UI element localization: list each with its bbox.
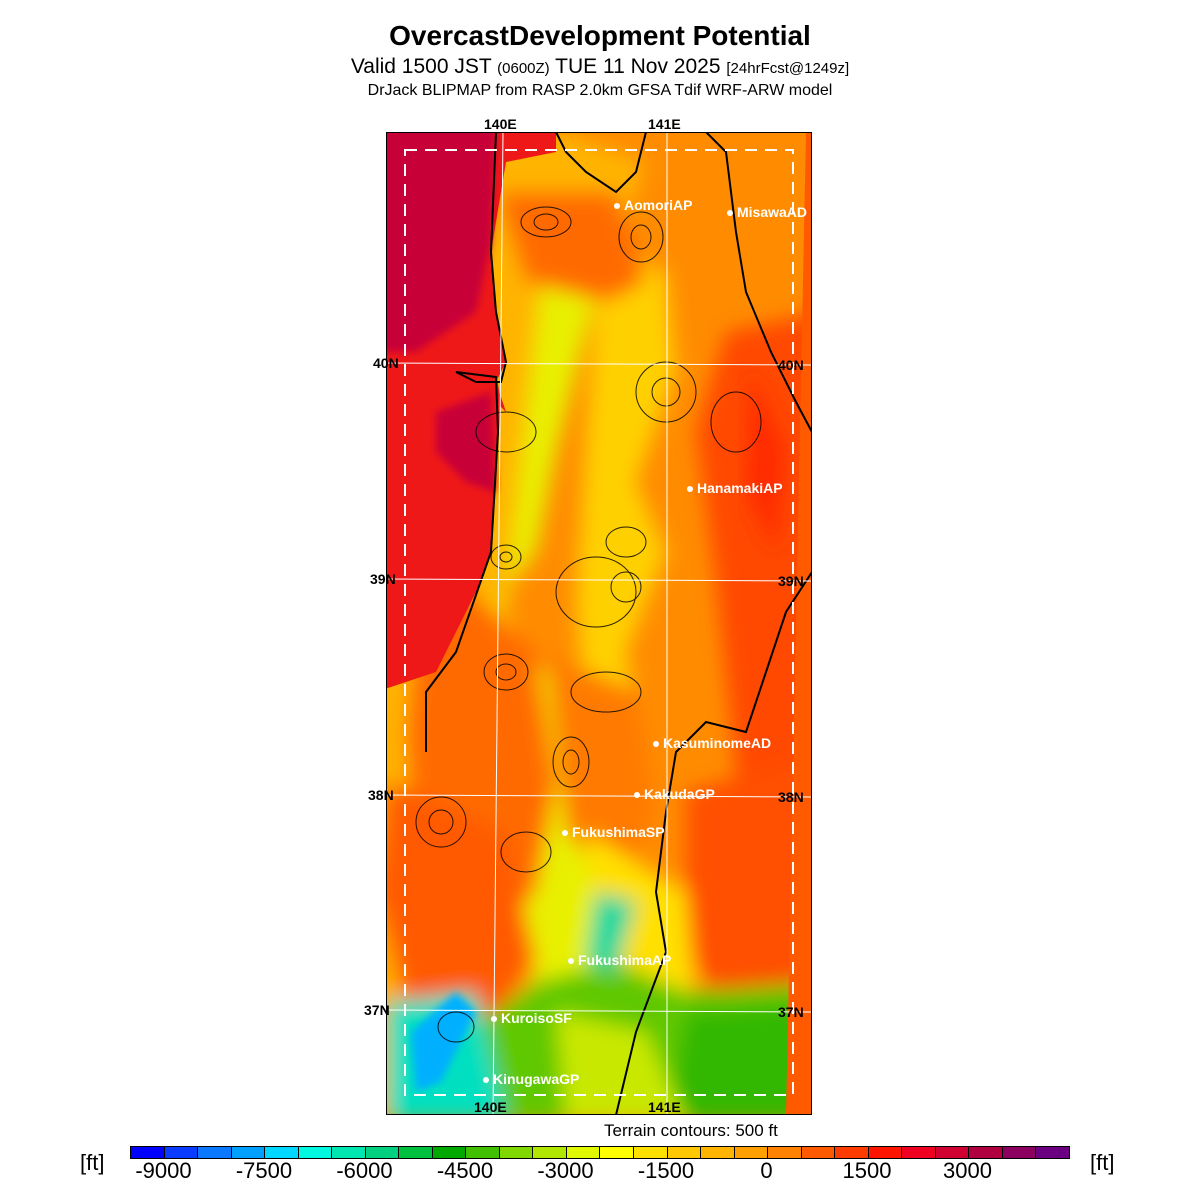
lon-label-bottom: 141E: [648, 1099, 681, 1115]
lon-label-top: 140E: [484, 116, 517, 132]
colorbar-tick-label: -7500: [235, 1158, 293, 1183]
domain-boundary: [404, 149, 794, 1096]
lat-label: 40N: [373, 355, 399, 371]
valid-utc: (0600Z): [497, 60, 550, 77]
station-aomori: AomoriAP: [614, 197, 692, 213]
colorbar-tick-label: 0: [760, 1158, 773, 1183]
station-fukushima-sp: FukushimaSP: [562, 824, 665, 840]
lat-label: 38N: [778, 789, 804, 805]
colorbar-swatch: [969, 1147, 1003, 1158]
colorbar: [130, 1146, 1070, 1159]
colorbar-tick-label: -6000: [336, 1158, 393, 1183]
colorbar-swatch: [164, 1147, 199, 1158]
station-misawa: MisawaAD: [727, 204, 807, 220]
colorbar-tick-label: -1500: [637, 1158, 695, 1183]
lon-label-bottom: 140E: [474, 1099, 507, 1115]
colorbar-swatch: [734, 1147, 769, 1158]
valid-time: Valid 1500 JST (0600Z) TUE 11 Nov 2025 […: [0, 55, 1200, 79]
colorbar-tick-label: -3000: [537, 1158, 594, 1183]
lat-label: 37N: [778, 1004, 804, 1020]
colorbar-swatch: [701, 1147, 735, 1158]
lon-label-top: 141E: [648, 116, 681, 132]
lat-label: 37N: [364, 1002, 390, 1018]
colorbar-tick-label: 1500: [842, 1158, 892, 1183]
colorbar-swatch: [801, 1147, 836, 1158]
colorbar-swatch: [298, 1147, 333, 1158]
lat-label: 39N: [778, 573, 804, 589]
station-kasuminome: KasuminomeAD: [653, 735, 771, 751]
contour-note: Terrain contours: 500 ft: [604, 1121, 778, 1140]
colorbar-swatch: [566, 1147, 601, 1158]
colorbar-swatch: [265, 1147, 299, 1158]
colorbar-swatch: [835, 1147, 869, 1158]
colorbar-swatch: [432, 1147, 467, 1158]
colorbar-swatch: [902, 1147, 936, 1158]
forecast-map: [386, 132, 812, 1115]
colorbar-swatch: [667, 1147, 702, 1158]
lat-label: 38N: [368, 787, 394, 803]
station-kuroiso: KuroisoSF: [491, 1010, 572, 1026]
colorbar-tick-label: -4500: [436, 1158, 494, 1183]
station-hanamaki: HanamakiAP: [687, 480, 783, 496]
colorbar-swatch: [231, 1147, 266, 1158]
colorbar-swatch: [399, 1147, 433, 1158]
colorbar-swatch: [1036, 1147, 1069, 1158]
colorbar-swatch: [533, 1147, 567, 1158]
map-title: OvercastDevelopment Potential: [389, 20, 811, 51]
colorbar-unit-left: [ft]: [80, 1150, 105, 1175]
terrain-contours: [415, 206, 762, 1043]
colorbar-swatch: [935, 1147, 970, 1158]
colorbar-tick-label: 3000: [943, 1158, 992, 1183]
coastline: [425, 132, 812, 1115]
station-kinugawa: KinugawaGP: [483, 1071, 579, 1087]
colorbar-swatch: [365, 1147, 400, 1158]
colorbar-swatch: [466, 1147, 500, 1158]
colorbar-unit-right: [ft]: [1090, 1150, 1115, 1175]
lat-lon-grid: [386, 132, 812, 1115]
valid-date: TUE 11 Nov 2025: [555, 55, 721, 78]
colorbar-swatch: [868, 1147, 903, 1158]
station-fukushima-ap: FukushimaAP: [568, 952, 671, 968]
colorbar-tick-label: -9000: [135, 1158, 192, 1183]
forecast-info: [24hrFcst@1249z]: [726, 60, 850, 77]
colorbar-swatch: [600, 1147, 634, 1158]
colorbar-swatch: [768, 1147, 802, 1158]
model-source: DrJack BLIPMAP from RASP 2.0km GFSA Tdif…: [367, 82, 833, 99]
colorbar-swatch: [198, 1147, 232, 1158]
colorbar-swatch: [131, 1147, 165, 1158]
lat-label: 39N: [370, 571, 396, 587]
lat-label: 40N: [778, 357, 804, 373]
colorbar-swatch: [499, 1147, 534, 1158]
colorbar-swatch: [1002, 1147, 1037, 1158]
colorbar-swatch: [332, 1147, 366, 1158]
valid-local: Valid 1500 JST: [350, 55, 492, 78]
colorbar-swatch: [633, 1147, 668, 1158]
station-kakuda: KakudaGP: [634, 786, 715, 802]
